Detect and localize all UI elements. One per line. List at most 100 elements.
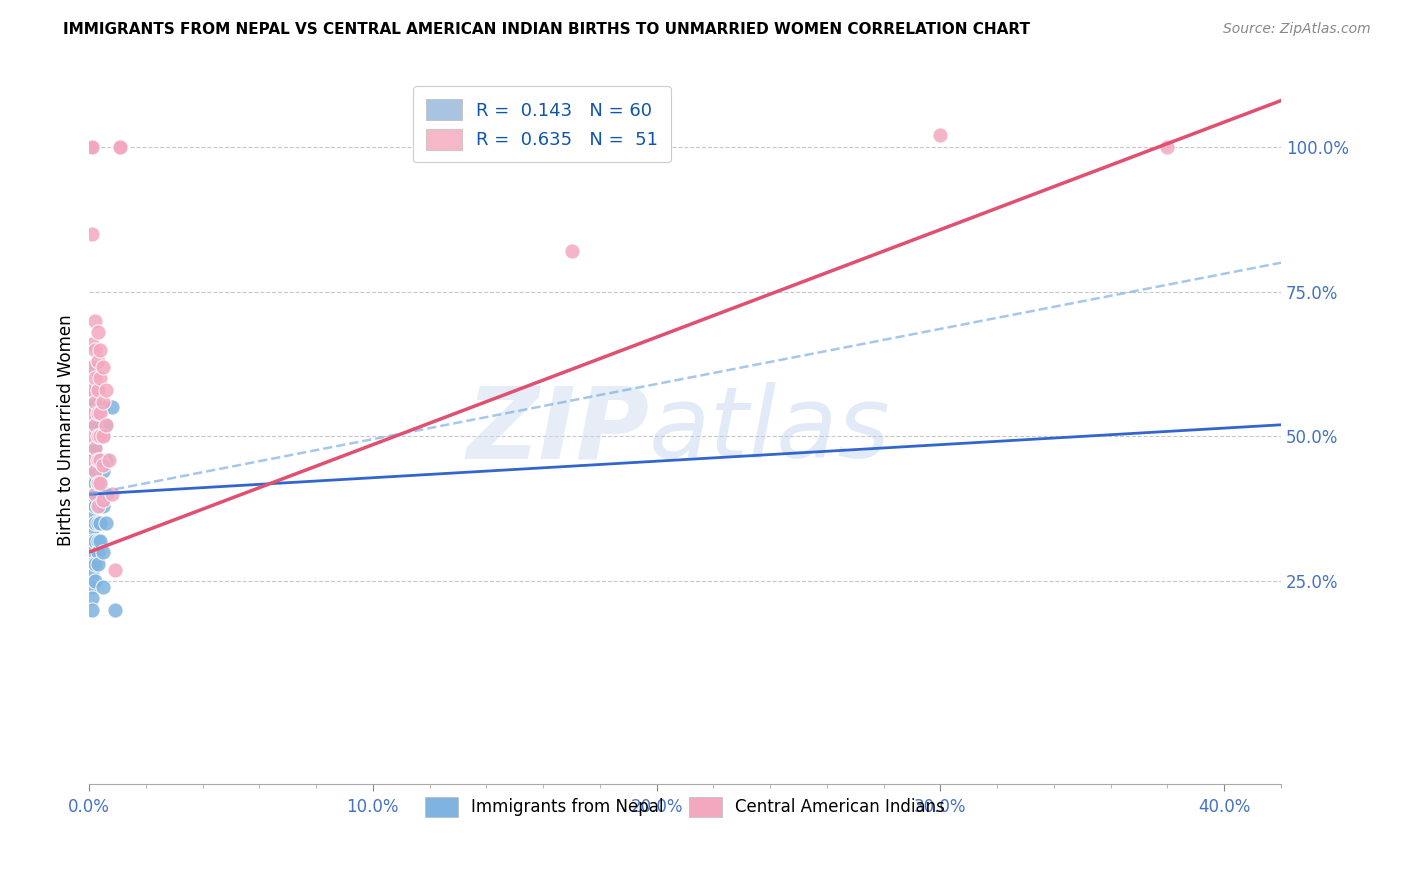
Text: ZIP: ZIP <box>467 382 650 479</box>
Point <box>80 545 103 559</box>
Point <box>86 406 108 420</box>
Point <box>80 336 103 351</box>
Point <box>89 343 111 357</box>
Point <box>97 452 120 467</box>
Point <box>91 394 114 409</box>
Point <box>91 429 114 443</box>
Point <box>83 533 105 548</box>
Point <box>89 452 111 467</box>
Point <box>80 557 103 571</box>
Point <box>94 417 117 432</box>
Point <box>89 475 111 490</box>
Point <box>83 394 105 409</box>
Point <box>91 545 114 559</box>
Point <box>94 383 117 397</box>
Point <box>83 464 105 478</box>
Point <box>86 499 108 513</box>
Point <box>91 359 114 374</box>
Point <box>1156 140 1178 154</box>
Point <box>86 452 108 467</box>
Point <box>83 574 105 588</box>
Point <box>91 429 114 443</box>
Point <box>94 516 117 531</box>
Point <box>80 487 103 501</box>
Point <box>83 441 105 455</box>
Point <box>86 429 108 443</box>
Point <box>91 458 114 473</box>
Point <box>80 140 103 154</box>
Point <box>89 452 111 467</box>
Point <box>80 401 103 415</box>
Point <box>89 401 111 415</box>
Point <box>80 140 103 154</box>
Point <box>86 475 108 490</box>
Point <box>83 487 105 501</box>
Point <box>80 359 103 374</box>
Point <box>80 452 103 467</box>
Point <box>100 487 122 501</box>
Point <box>83 441 105 455</box>
Point <box>91 464 114 478</box>
Point <box>83 417 105 432</box>
Point <box>80 383 103 397</box>
Point <box>86 499 108 513</box>
Point <box>80 510 103 524</box>
Point <box>83 394 105 409</box>
Point <box>83 499 105 513</box>
Point <box>80 464 103 478</box>
Point <box>94 487 117 501</box>
Point <box>80 603 103 617</box>
Point <box>80 522 103 536</box>
Point <box>80 568 103 582</box>
Point <box>89 499 111 513</box>
Point <box>94 452 117 467</box>
Point <box>89 533 111 548</box>
Point <box>104 562 127 576</box>
Point <box>104 603 127 617</box>
Point <box>89 406 111 420</box>
Point <box>83 516 105 531</box>
Point <box>80 580 103 594</box>
Point <box>94 417 117 432</box>
Point <box>83 343 105 357</box>
Point <box>80 227 103 241</box>
Point <box>89 516 111 531</box>
Point <box>80 591 103 606</box>
Point <box>83 464 105 478</box>
Point <box>80 441 103 455</box>
Point <box>80 383 103 397</box>
Point <box>86 383 108 397</box>
Point <box>86 516 108 531</box>
Text: atlas: atlas <box>650 382 891 479</box>
Point <box>89 475 111 490</box>
Text: Source: ZipAtlas.com: Source: ZipAtlas.com <box>1223 22 1371 37</box>
Point <box>89 429 111 443</box>
Point <box>86 354 108 368</box>
Point <box>80 417 103 432</box>
Text: IMMIGRANTS FROM NEPAL VS CENTRAL AMERICAN INDIAN BIRTHS TO UNMARRIED WOMEN CORRE: IMMIGRANTS FROM NEPAL VS CENTRAL AMERICA… <box>63 22 1031 37</box>
Point <box>83 487 105 501</box>
Point <box>80 406 103 420</box>
Point <box>91 493 114 508</box>
Point <box>80 429 103 443</box>
Point <box>80 452 103 467</box>
Point <box>80 475 103 490</box>
Point <box>560 244 582 259</box>
Point <box>110 140 132 154</box>
Point <box>86 452 108 467</box>
Point <box>110 140 132 154</box>
Point <box>929 128 952 143</box>
Point <box>86 406 108 420</box>
Point <box>86 429 108 443</box>
Point <box>80 533 103 548</box>
Y-axis label: Births to Unmarried Women: Births to Unmarried Women <box>58 315 75 547</box>
Point <box>86 533 108 548</box>
Legend: Immigrants from Nepal, Central American Indians: Immigrants from Nepal, Central American … <box>416 789 953 825</box>
Point <box>80 429 103 443</box>
Point <box>89 429 111 443</box>
Point <box>83 313 105 327</box>
Point <box>86 475 108 490</box>
Point <box>89 371 111 385</box>
Point <box>86 325 108 339</box>
Point <box>80 140 103 154</box>
